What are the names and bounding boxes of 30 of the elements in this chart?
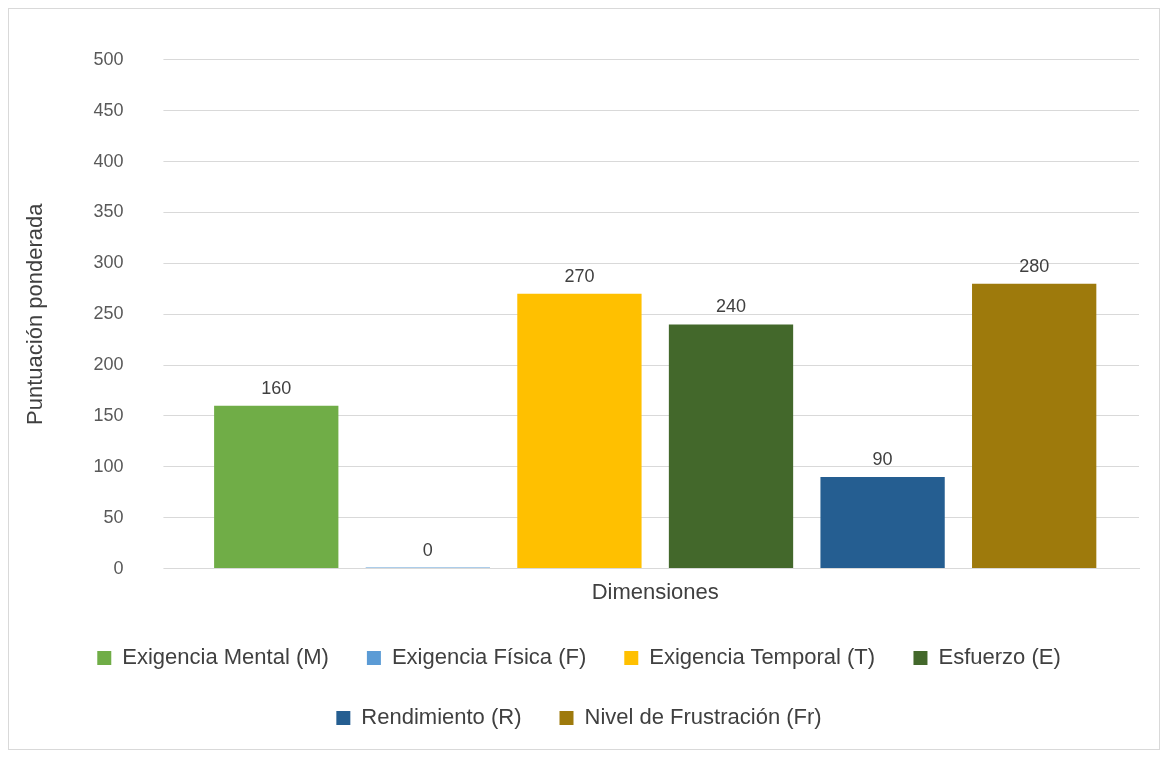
- bar: [820, 477, 945, 569]
- y-tick-label: 0: [113, 557, 124, 578]
- y-tick-label: 100: [93, 455, 124, 476]
- y-tick-label: 200: [93, 354, 124, 375]
- bar: [517, 293, 642, 569]
- y-tick-label: 350: [93, 201, 124, 222]
- legend-label: Exigencia Física (F): [391, 644, 587, 670]
- y-tick-label: 450: [93, 99, 124, 120]
- y-tick-label: 150: [93, 404, 124, 425]
- bar: [972, 283, 1097, 569]
- y-tick-label: 500: [93, 48, 124, 69]
- data-label: 90: [872, 448, 893, 469]
- data-label: 0: [422, 539, 433, 560]
- bar: [668, 324, 794, 569]
- bar: [214, 405, 339, 569]
- legend-label: Esfuerzo (E): [938, 644, 1061, 670]
- data-label: 280: [1019, 255, 1050, 276]
- data-label: 160: [261, 377, 292, 398]
- legend-label: Exigencia Temporal (T): [649, 644, 876, 670]
- y-tick-label: 300: [93, 252, 124, 273]
- legend-label: Rendimiento (R): [361, 704, 522, 730]
- y-tick-label: 50: [103, 506, 124, 527]
- data-label: 270: [564, 265, 595, 286]
- y-tick-label: 250: [93, 303, 124, 324]
- legend-label: Nivel de Frustración (Fr): [584, 704, 822, 730]
- legend-label: Exigencia Mental (M): [122, 644, 329, 670]
- x-tick-label: Dimensiones: [591, 578, 719, 604]
- data-label: 240: [715, 296, 747, 317]
- y-tick-label: 400: [93, 150, 124, 171]
- y-axis-title: Puntuación ponderada: [22, 202, 48, 425]
